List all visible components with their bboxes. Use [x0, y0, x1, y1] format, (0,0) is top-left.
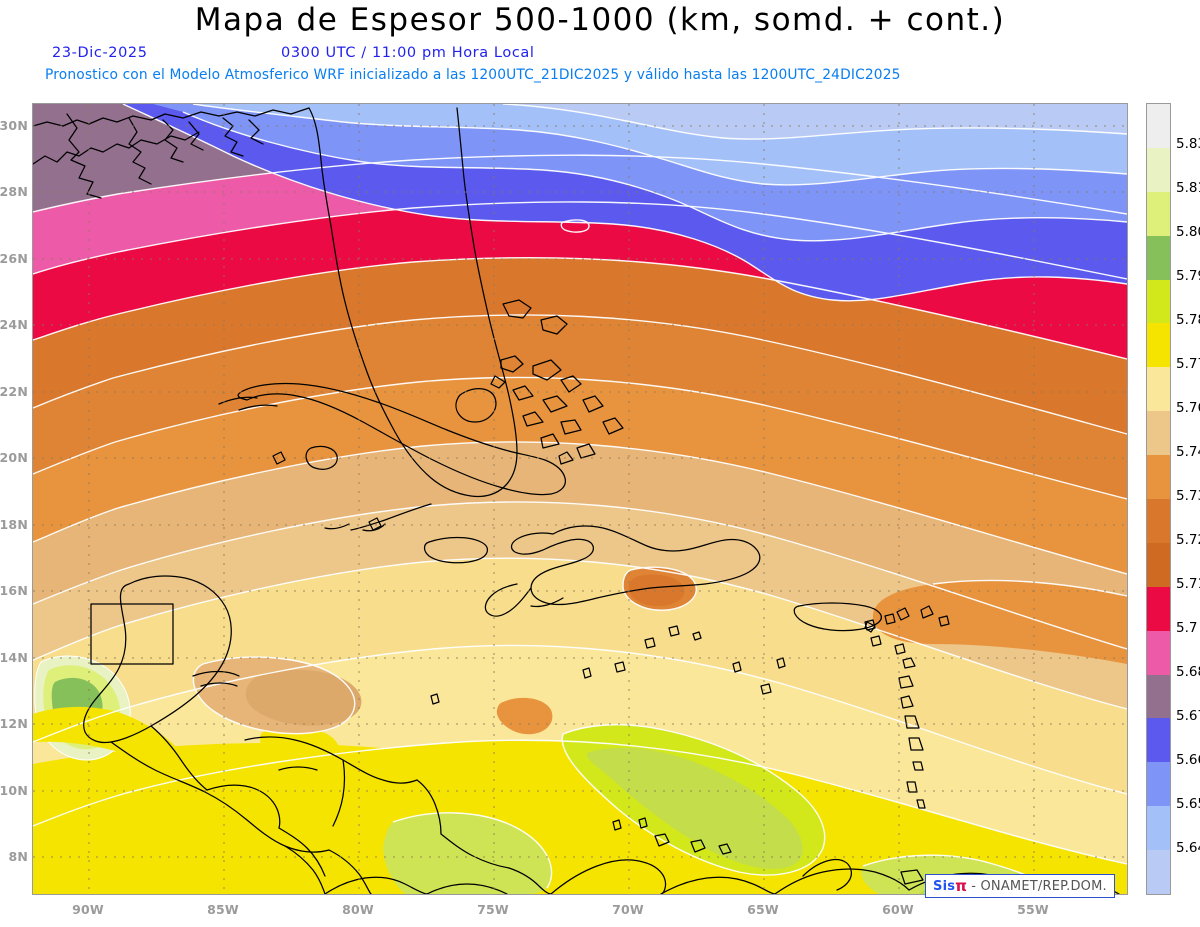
ytick-24n: 24N: [0, 317, 28, 332]
colorbar-tick-57: 5.7: [1176, 620, 1198, 636]
colorbar-tick-5807: 5.807: [1176, 224, 1200, 240]
colorbar-segment: [1147, 718, 1170, 763]
colorbar-segment: [1147, 104, 1170, 148]
colorbar-tick-564: 5.64: [1176, 840, 1200, 856]
ytick-30n: 30N: [0, 118, 28, 133]
colorbar-tick-5795: 5.795: [1176, 268, 1200, 284]
map-plot-area: [32, 103, 1128, 895]
ytick-18n: 18N: [0, 517, 28, 532]
colorbar-segment: [1147, 762, 1170, 807]
colorbar-tick-5772: 5.772: [1176, 356, 1200, 372]
colorbar-segment: [1147, 586, 1170, 631]
colorbar-segment: [1147, 147, 1170, 192]
colorbar-segment: [1147, 542, 1170, 587]
xtick-85w: 85W: [207, 902, 239, 917]
colorbar[interactable]: [1146, 103, 1171, 895]
xtick-65w: 65W: [747, 902, 779, 917]
colorbar-tick-5783: 5.783: [1176, 312, 1200, 328]
colorbar-segment: [1147, 455, 1170, 500]
colorbar-tick-5736: 5.736: [1176, 488, 1200, 504]
ytick-22n: 22N: [0, 384, 28, 399]
xtick-80w: 80W: [342, 902, 374, 917]
colorbar-tick-5724: 5.724: [1176, 532, 1200, 548]
xtick-90w: 90W: [72, 902, 104, 917]
colorbar-segment: [1147, 279, 1170, 324]
page-title: Mapa de Espesor 500-1000 (km, somd. + co…: [194, 2, 1006, 38]
colorbar-tick-576: 5.76: [1176, 400, 1200, 416]
ytick-26n: 26N: [0, 251, 28, 266]
model-info-line: Pronostico con el Modelo Atmosferico WRF…: [45, 67, 901, 83]
credit-box: Sis π - ONAMET/REP.DOM.: [925, 874, 1115, 898]
xtick-60w: 60W: [882, 902, 914, 917]
thickness-contour-map: [33, 104, 1127, 894]
xtick-75w: 75W: [477, 902, 509, 917]
colorbar-segment: [1147, 367, 1170, 412]
colorbar-segment: [1147, 411, 1170, 456]
colorbar-segment: [1147, 806, 1170, 851]
forecast-date: 23-Dic-2025: [52, 45, 148, 61]
colorbar-tick-5712: 5.712: [1176, 576, 1200, 592]
xtick-55w: 55W: [1017, 902, 1049, 917]
colorbar-tick-5664: 5.664: [1176, 752, 1200, 768]
ytick-20n: 20N: [0, 450, 28, 465]
colorbar-segment: [1147, 674, 1170, 719]
ytick-12n: 12N: [0, 716, 28, 731]
colorbar-tick-5688: 5.688: [1176, 664, 1200, 680]
colorbar-segment: [1147, 235, 1170, 280]
organization-label: - ONAMET/REP.DOM.: [971, 878, 1107, 894]
colorbar-tick-5831: 5.831: [1176, 136, 1200, 152]
forecast-time: 0300 UTC / 11:00 pm Hora Local: [281, 45, 535, 61]
colorbar-tick-5748: 5.748: [1176, 444, 1200, 460]
colorbar-segment: [1147, 850, 1170, 895]
ytick-16n: 16N: [0, 583, 28, 598]
colorbar-segment: [1147, 191, 1170, 236]
brand-label: Sis: [933, 878, 956, 894]
pi-icon: π: [955, 877, 968, 895]
colorbar-tick-5676: 5.676: [1176, 708, 1200, 724]
colorbar-segment: [1147, 323, 1170, 368]
colorbar-segment: [1147, 499, 1170, 543]
colorbar-tick-5652: 5.652: [1176, 796, 1200, 812]
colorbar-tick-5819: 5.819: [1176, 180, 1200, 196]
xtick-70w: 70W: [612, 902, 644, 917]
ytick-8n: 8N: [8, 849, 28, 864]
ytick-14n: 14N: [0, 650, 28, 665]
colorbar-segment: [1147, 630, 1170, 675]
ytick-10n: 10N: [0, 783, 28, 798]
ytick-28n: 28N: [0, 184, 28, 199]
